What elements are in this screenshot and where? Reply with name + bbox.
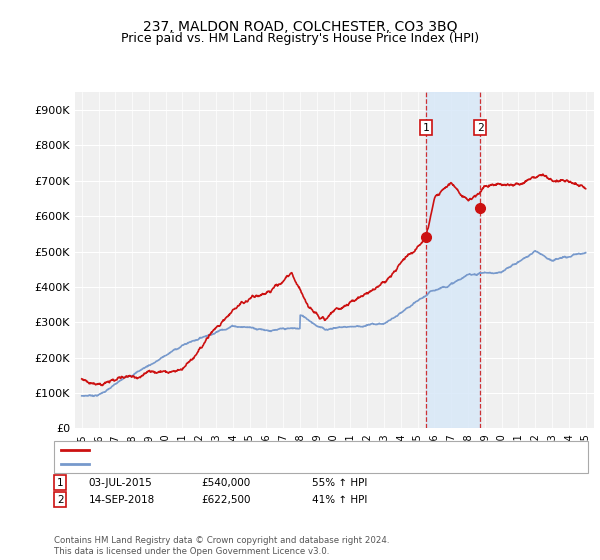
Text: 237, MALDON ROAD, COLCHESTER, CO3 3BQ: 237, MALDON ROAD, COLCHESTER, CO3 3BQ xyxy=(143,20,457,34)
Text: 1: 1 xyxy=(57,478,64,488)
Text: 2: 2 xyxy=(57,494,64,505)
Text: 237, MALDON ROAD, COLCHESTER, CO3 3BQ (detached house): 237, MALDON ROAD, COLCHESTER, CO3 3BQ (d… xyxy=(94,445,425,455)
Bar xyxy=(426,92,480,428)
Text: 2: 2 xyxy=(477,123,484,133)
Text: £622,500: £622,500 xyxy=(201,494,251,505)
Text: Contains HM Land Registry data © Crown copyright and database right 2024.
This d: Contains HM Land Registry data © Crown c… xyxy=(54,536,389,556)
Text: 41% ↑ HPI: 41% ↑ HPI xyxy=(312,494,367,505)
Text: 55% ↑ HPI: 55% ↑ HPI xyxy=(312,478,367,488)
Text: HPI: Average price, detached house, Colchester: HPI: Average price, detached house, Colc… xyxy=(94,459,343,469)
Text: 1: 1 xyxy=(422,123,430,133)
Text: 14-SEP-2018: 14-SEP-2018 xyxy=(89,494,155,505)
Text: Price paid vs. HM Land Registry's House Price Index (HPI): Price paid vs. HM Land Registry's House … xyxy=(121,32,479,45)
Text: 03-JUL-2015: 03-JUL-2015 xyxy=(89,478,152,488)
Text: £540,000: £540,000 xyxy=(201,478,250,488)
